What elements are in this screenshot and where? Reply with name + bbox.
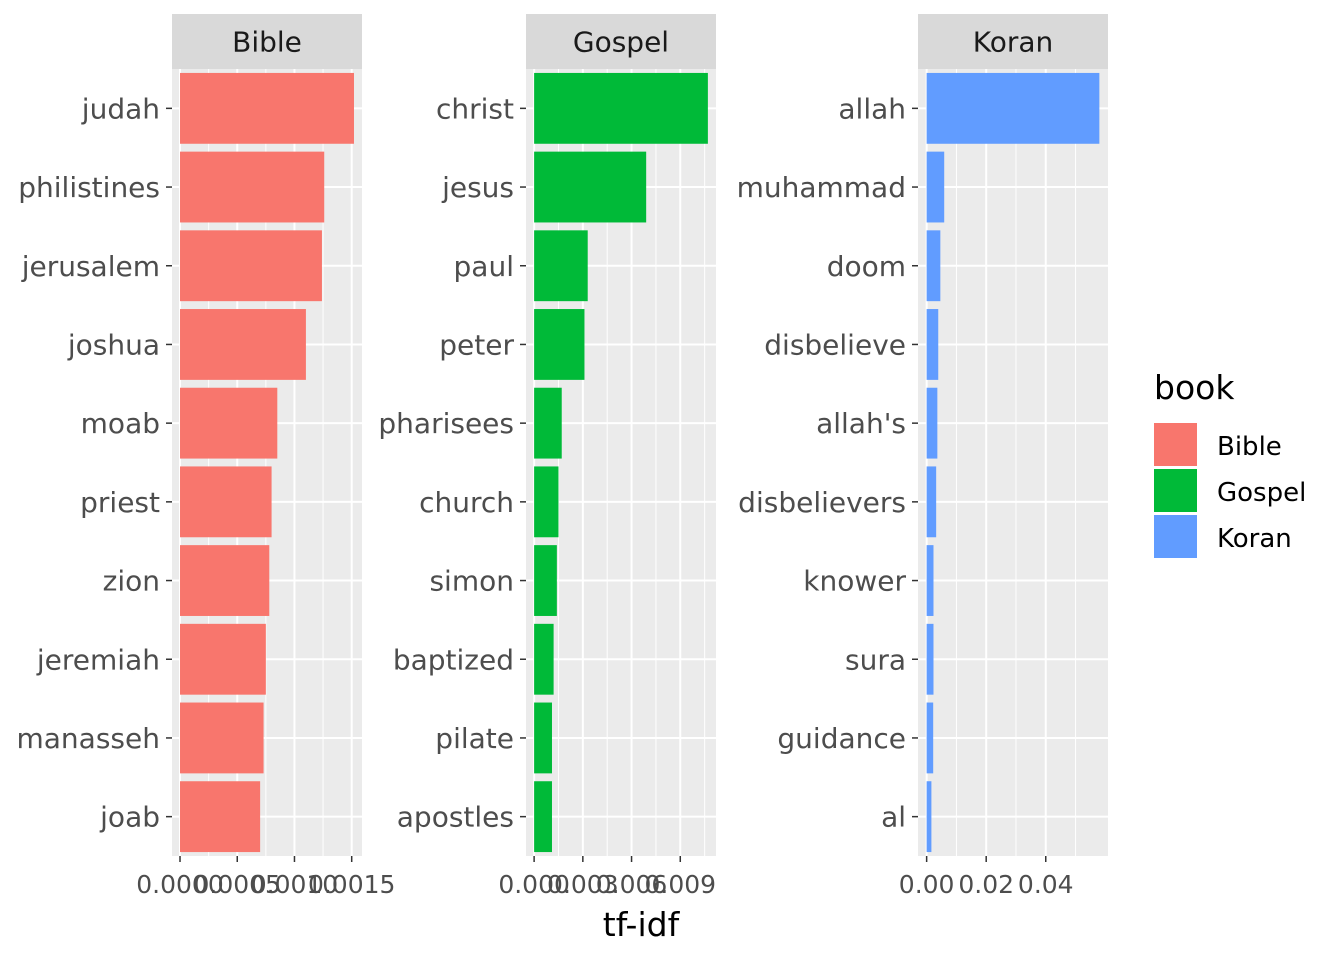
bar-pharisees <box>534 387 562 459</box>
legend-label: Koran <box>1217 524 1292 554</box>
facet-strip <box>918 14 1108 69</box>
legend-swatch-gospel <box>1154 469 1197 512</box>
y-tick-label: zion <box>103 565 160 598</box>
bar-doom <box>926 230 941 302</box>
y-tick-label: priest <box>80 486 160 519</box>
bar-baptized <box>534 623 554 695</box>
x-tick-label: 0.04 <box>1018 870 1074 899</box>
y-tick-label: moab <box>81 407 160 440</box>
bar-jesus <box>534 151 647 223</box>
x-tick-label: 0.02 <box>958 870 1014 899</box>
facet-strip-label: Bible <box>232 26 302 59</box>
bar-allah-s <box>926 387 938 459</box>
facet-strip <box>172 14 362 69</box>
legend-swatch-koran <box>1154 515 1197 558</box>
bar-allah <box>926 72 1100 144</box>
y-tick-label: christ <box>436 92 514 125</box>
y-tick-label: peter <box>439 328 514 361</box>
y-tick-label: jeremiah <box>36 643 160 676</box>
legend-label: Gospel <box>1217 478 1306 508</box>
bar-pilate <box>534 702 552 774</box>
x-tick-label: 0.003 <box>547 870 619 899</box>
legend: book Bible Gospel Koran <box>1154 368 1306 558</box>
x-tick-label: 0.0010 <box>251 870 338 899</box>
bar-disbelievers <box>926 466 937 538</box>
facet-strip <box>526 14 716 69</box>
bar-al <box>926 781 932 853</box>
y-tick-label: allah's <box>816 407 906 440</box>
y-tick-label: disbelieve <box>764 328 906 361</box>
bar-philistines <box>180 151 325 223</box>
legend-swatch-bible <box>1154 423 1197 466</box>
x-tick-label: 0.000 <box>498 870 570 899</box>
bar-jerusalem <box>180 230 322 302</box>
y-tick-label: disbelievers <box>738 486 906 519</box>
facet-strip-label: Gospel <box>573 26 669 59</box>
y-tick-label: pharisees <box>378 407 514 440</box>
x-tick-label: 0.0005 <box>193 870 280 899</box>
legend-title: book <box>1154 368 1235 407</box>
y-tick-label: guidance <box>777 722 906 755</box>
y-tick-label: joshua <box>67 328 160 361</box>
panel-background <box>918 69 1108 856</box>
y-tick-label: doom <box>827 250 906 283</box>
x-tick-label: 0.0000 <box>136 870 223 899</box>
bar-knower <box>926 545 934 616</box>
y-tick-label: joab <box>99 801 160 834</box>
legend-label: Bible <box>1217 432 1282 462</box>
y-tick-label: paul <box>454 250 514 283</box>
bar-jeremiah <box>180 623 266 695</box>
bar-apostles <box>534 781 552 853</box>
bar-disbelieve <box>926 309 939 380</box>
bar-priest <box>180 466 272 538</box>
x-tick-label: 0.0015 <box>308 870 395 899</box>
y-tick-label: allah <box>838 92 906 125</box>
y-tick-label: apostles <box>397 801 514 834</box>
bar-joab <box>180 781 261 853</box>
y-tick-label: jesus <box>441 171 514 204</box>
y-tick-label: baptized <box>393 643 514 676</box>
y-tick-label: sura <box>845 643 906 676</box>
bar-manasseh <box>180 702 264 774</box>
bar-joshua <box>180 309 306 380</box>
facet-panel-bible: Bible judah philistines jerusalem joshua moab… <box>17 14 395 899</box>
bar-christ <box>534 72 708 144</box>
facet-strip-label: Koran <box>973 26 1054 59</box>
bar-judah <box>180 72 354 144</box>
facet-panel-gospel: Gospel christ jesus paul peter pharisees churc… <box>378 14 716 899</box>
bar-zion <box>180 545 270 616</box>
bar-peter <box>534 309 585 380</box>
y-tick-label: jerusalem <box>21 250 160 283</box>
facet-panel-koran: Koran allah muhammad doom disbelieve allah's d… <box>737 14 1108 899</box>
y-tick-label: pilate <box>435 722 514 755</box>
bar-sura <box>926 623 934 695</box>
bar-muhammad <box>926 151 945 223</box>
y-tick-label: al <box>881 801 906 834</box>
y-tick-label: philistines <box>18 171 160 204</box>
x-tick-label: 0.009 <box>644 870 716 899</box>
bar-simon <box>534 545 557 616</box>
y-tick-label: knower <box>803 565 906 598</box>
x-tick-label: 0.00 <box>899 870 955 899</box>
bar-church <box>534 466 559 538</box>
bar-paul <box>534 230 588 302</box>
y-tick-label: judah <box>81 92 160 125</box>
y-tick-label: simon <box>429 565 514 598</box>
y-tick-label: manasseh <box>17 722 161 755</box>
y-tick-label: church <box>419 486 514 519</box>
y-tick-label: muhammad <box>737 171 906 204</box>
x-tick-label: 0.006 <box>596 870 668 899</box>
bar-moab <box>180 387 278 459</box>
x-axis-title: tf-idf <box>603 905 681 944</box>
bar-guidance <box>926 702 934 774</box>
